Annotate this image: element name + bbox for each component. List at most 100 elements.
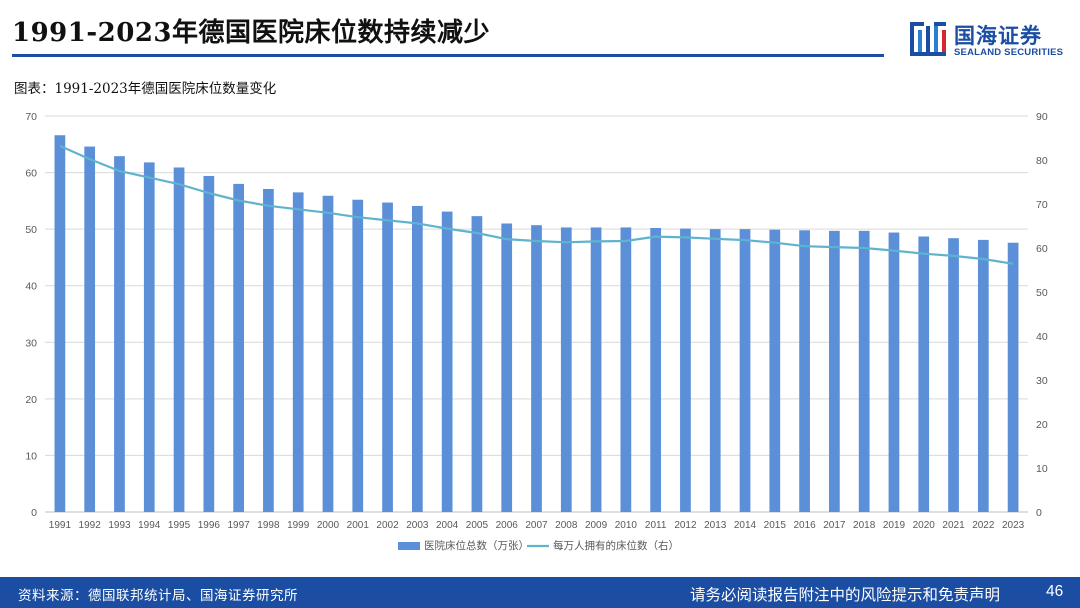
x-tick-label: 2001: [347, 520, 370, 531]
logo-english-text: SEALAND SECURITIES: [954, 47, 1064, 58]
sealand-logo-icon: [910, 22, 946, 56]
bar: [799, 230, 810, 512]
y-left-tick-label: 0: [31, 507, 37, 519]
y-right-tick-label: 30: [1036, 375, 1048, 387]
x-tick-label: 2006: [496, 520, 519, 531]
y-left-tick-label: 60: [25, 168, 37, 180]
bar: [918, 236, 930, 513]
y-left-tick-label: 20: [25, 394, 37, 406]
bar: [888, 232, 900, 512]
x-tick-label: 2000: [317, 520, 340, 531]
y-right-tick-label: 50: [1036, 287, 1048, 299]
bar: [233, 183, 244, 512]
x-tick-label: 2012: [674, 520, 697, 531]
bar: [1007, 242, 1019, 512]
x-tick-label: 2014: [734, 520, 757, 531]
y-left-tick-label: 50: [25, 224, 37, 236]
bar: [501, 223, 513, 512]
bar: [203, 175, 215, 513]
y-right-tick-label: 80: [1036, 155, 1048, 167]
y-right-tick-label: 40: [1036, 331, 1048, 343]
bar: [948, 238, 959, 513]
legend-label-bar: 医院床位总数（万张）: [424, 539, 529, 552]
y-right-tick-label: 0: [1036, 507, 1042, 519]
x-tick-label: 2004: [436, 520, 459, 531]
y-left-tick-label: 40: [25, 281, 37, 293]
bar: [977, 239, 989, 513]
source-note: 资料来源：德国联邦统计局、国海证券研究所: [18, 588, 298, 604]
x-tick-label: 1995: [168, 520, 191, 531]
bar: [54, 135, 66, 512]
combo-chart: 0 10 20 30 40 50 60 70 0 10 20 30 40 50 60 70 80 90 1991 19…: [25, 111, 1048, 552]
x-tick-label: 2008: [555, 520, 578, 531]
x-tick-label: 1999: [287, 520, 310, 531]
x-tick-label: 1998: [257, 520, 280, 531]
bar: [263, 188, 274, 512]
header-divider: [12, 54, 884, 57]
x-tick-label: 2017: [823, 520, 846, 531]
bar: [471, 216, 483, 512]
x-tick-label: 2022: [972, 520, 995, 531]
legend-swatch-bar: [398, 542, 420, 550]
legend-label-line: 每万人拥有的床位数（右）: [553, 539, 679, 552]
x-tick-label: 2002: [376, 520, 399, 531]
bar: [531, 225, 542, 512]
x-tick-label: 1997: [227, 520, 250, 531]
y-left-tick-label: 30: [25, 337, 37, 349]
bar: [173, 167, 185, 512]
x-tick-label: 2003: [406, 520, 429, 531]
x-tick-label: 2015: [764, 520, 787, 531]
y-left-tick-label: 10: [25, 450, 37, 462]
bar: [680, 228, 691, 512]
bar: [382, 202, 393, 512]
bar: [114, 156, 125, 512]
x-tick-label: 2020: [913, 520, 936, 531]
bar: [84, 146, 96, 512]
y-right-tick-label: 20: [1036, 419, 1048, 431]
y-right-tick-label: 70: [1036, 199, 1048, 211]
bar: [769, 229, 781, 513]
brand-logo: 国海证券 SEALAND SECURITIES: [908, 18, 1068, 60]
x-tick-label: 2007: [525, 520, 548, 531]
x-tick-label: 1991: [49, 520, 72, 531]
x-tick-label: 1994: [138, 520, 161, 531]
bar: [560, 227, 572, 512]
x-tick-label: 2018: [853, 520, 876, 531]
bar: [352, 199, 364, 512]
bar: [620, 227, 632, 512]
x-tick-label: 2010: [615, 520, 638, 531]
bar: [411, 205, 423, 512]
disclaimer-text: 请务必阅读报告附注中的风险提示和免责声明: [690, 586, 1001, 604]
page-number: 46: [1046, 583, 1064, 600]
bar: [322, 195, 334, 512]
series-line: [59, 144, 1014, 265]
x-tick-label: 2009: [585, 520, 608, 531]
bar: [829, 230, 840, 512]
chart-area: 0 10 20 30 40 50 60 70 0 10 20 30 40 50 60 70 80 90 1991 19…: [0, 100, 1080, 570]
x-tick-label: 2023: [1002, 520, 1025, 531]
bar: [292, 192, 304, 512]
footer-bar: 资料来源：德国联邦统计局、国海证券研究所 请务必阅读报告附注中的风险提示和免责声…: [0, 577, 1080, 608]
x-tick-label: 2019: [883, 520, 906, 531]
y-right-tick-label: 60: [1036, 243, 1048, 255]
x-tick-label: 1996: [198, 520, 221, 531]
y-right-tick-label: 90: [1036, 111, 1048, 123]
logo-chinese-text: 国海证券: [954, 24, 1042, 48]
x-tick-label: 2011: [645, 520, 667, 531]
x-tick-label: 2013: [704, 520, 727, 531]
x-tick-label: 1993: [108, 520, 131, 531]
x-tick-label: 2021: [942, 520, 965, 531]
bar: [143, 162, 155, 512]
bar: [650, 228, 662, 513]
bar: [709, 229, 721, 512]
x-tick-label: 2016: [793, 520, 816, 531]
y-right-tick-label: 10: [1036, 463, 1048, 475]
chart-caption: 图表：1991-2023年德国医院床位数量变化: [14, 81, 277, 97]
y-left-tick-label: 70: [25, 111, 37, 123]
x-tick-label: 2005: [466, 520, 489, 531]
bar: [739, 229, 751, 512]
page-title: 1991-2023年德国医院床位数持续减少: [12, 18, 491, 48]
bar: [858, 230, 870, 512]
bar: [590, 227, 602, 512]
bar: [441, 211, 453, 512]
